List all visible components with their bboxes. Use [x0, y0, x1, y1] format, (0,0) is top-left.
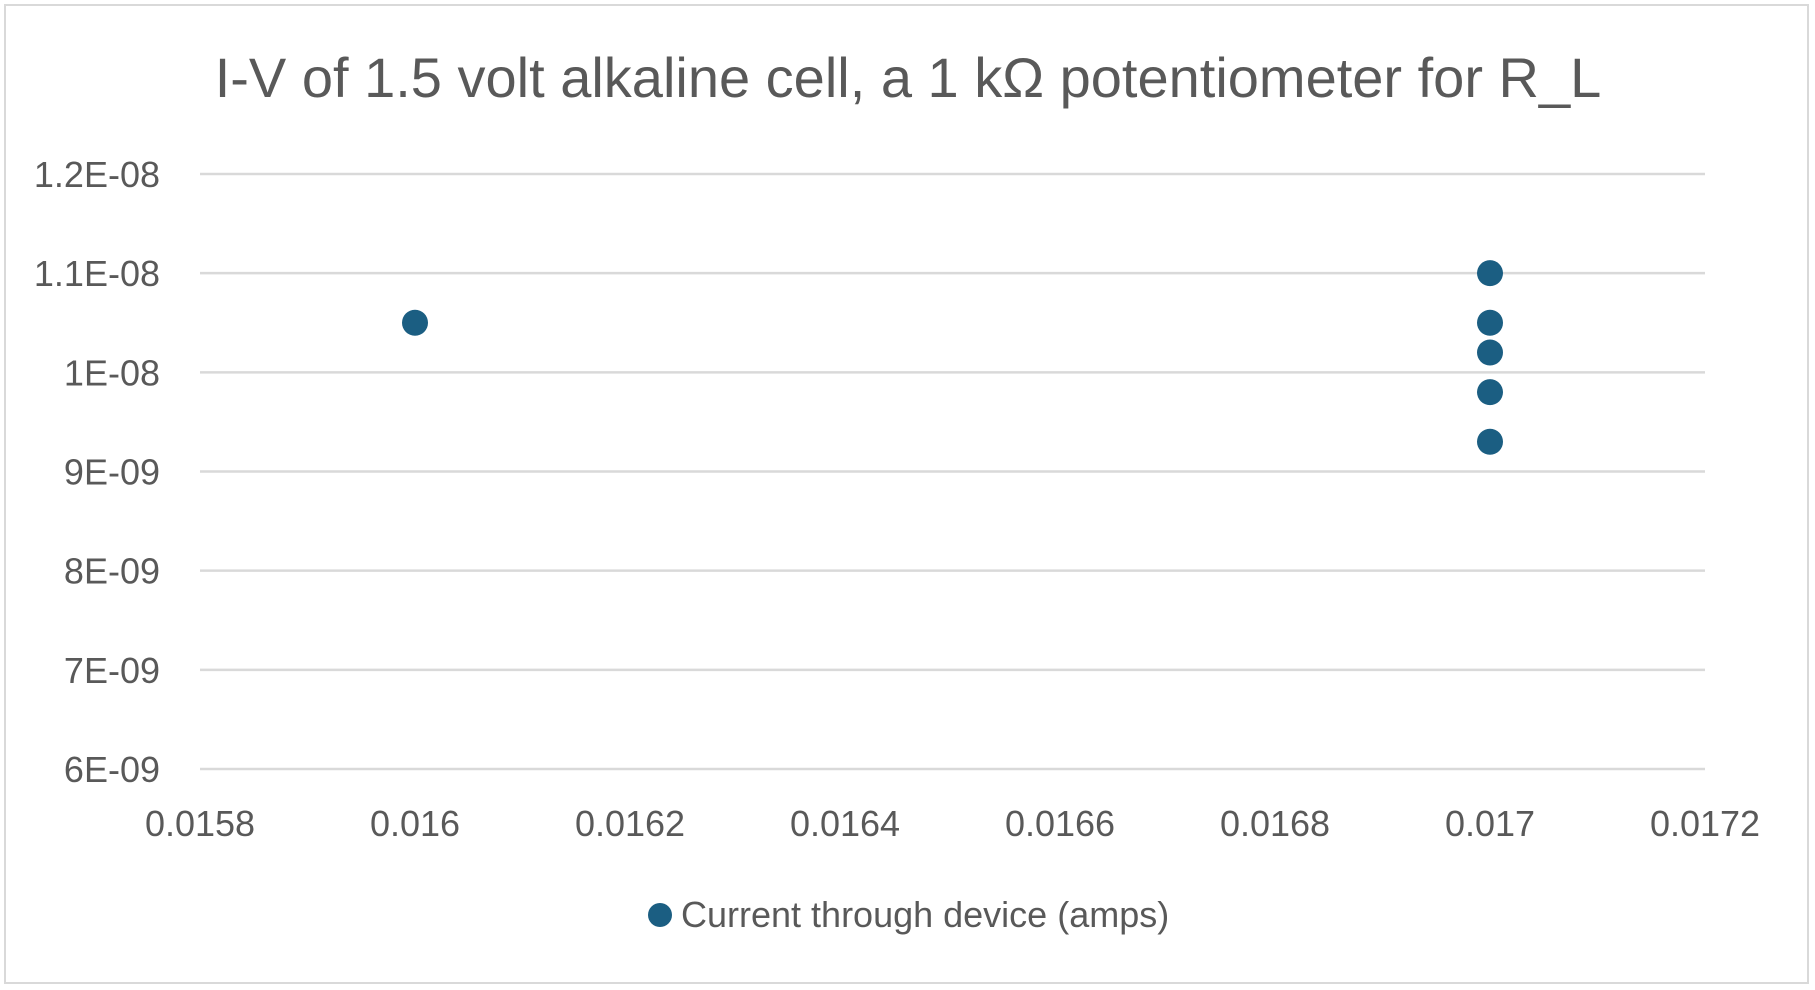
- legend: Current through device (amps): [648, 894, 1169, 935]
- chart-title: I-V of 1.5 volt alkaline cell, a 1 kΩ po…: [215, 46, 1602, 109]
- y-tick-label: 6E-09: [64, 749, 160, 790]
- x-tick-label: 0.0158: [145, 803, 255, 844]
- y-tick-label: 1.2E-08: [34, 154, 160, 195]
- y-axis-tick-labels: 6E-09 7E-09 8E-09 9E-09 1E-08 1.1E-08 1.2E-08: [34, 154, 160, 790]
- x-tick-label: 0.017: [1445, 803, 1535, 844]
- x-tick-label: 0.0168: [1220, 803, 1330, 844]
- y-tick-label: 1E-08: [64, 352, 160, 393]
- data-point: [402, 309, 428, 336]
- data-point: [1477, 260, 1503, 287]
- data-point: [1477, 339, 1503, 366]
- x-tick-label: 0.016: [370, 803, 460, 844]
- x-tick-label: 0.0172: [1650, 803, 1760, 844]
- x-tick-label: 0.0162: [575, 803, 685, 844]
- data-point: [1477, 309, 1503, 336]
- y-tick-label: 9E-09: [64, 452, 160, 493]
- data-point: [1477, 379, 1503, 406]
- x-axis-tick-labels: 0.0158 0.016 0.0162 0.0164 0.0166 0.0168 0.017…: [145, 803, 1760, 844]
- y-tick-label: 7E-09: [64, 650, 160, 691]
- y-tick-label: 1.1E-08: [34, 253, 160, 294]
- data-point: [1477, 428, 1503, 455]
- y-tick-label: 8E-09: [64, 551, 160, 592]
- chart-area: [4, 4, 1809, 984]
- gridlines: [200, 172, 1705, 771]
- x-tick-label: 0.0166: [1005, 803, 1115, 844]
- legend-marker: [648, 903, 672, 927]
- data-points: [402, 260, 1503, 455]
- x-tick-label: 0.0164: [790, 803, 900, 844]
- legend-label: Current through device (amps): [681, 894, 1169, 935]
